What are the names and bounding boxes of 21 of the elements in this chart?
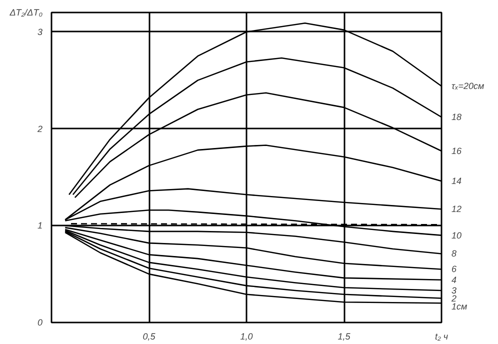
- series-label: 14: [452, 176, 462, 186]
- y-tick-label: 1: [37, 220, 43, 231]
- x-tick-label: 1,0: [240, 332, 253, 342]
- series-label: 3: [452, 286, 457, 296]
- series-label: τₓ=20см: [452, 81, 484, 92]
- x-axis-title: t₂ ч: [434, 332, 448, 342]
- series-label: 16: [452, 146, 462, 156]
- series-label: 4: [452, 274, 457, 285]
- y-tick-label: 0: [37, 318, 43, 328]
- series-label: 8: [452, 248, 457, 259]
- series-label: 6: [452, 264, 457, 274]
- x-tick-label: 0,5: [142, 332, 156, 342]
- series-label: 2: [450, 293, 457, 304]
- series-label: 1см: [452, 301, 468, 312]
- series-label: 18: [452, 112, 462, 122]
- y-tick-label: 3: [37, 26, 43, 37]
- x-tick-label: 1,5: [338, 332, 352, 342]
- series-label: 12: [452, 204, 462, 214]
- series-label: 10: [452, 230, 462, 240]
- y-tick-label: 2: [36, 124, 43, 134]
- y-axis-title: ΔT₂/ΔT₀: [8, 8, 43, 18]
